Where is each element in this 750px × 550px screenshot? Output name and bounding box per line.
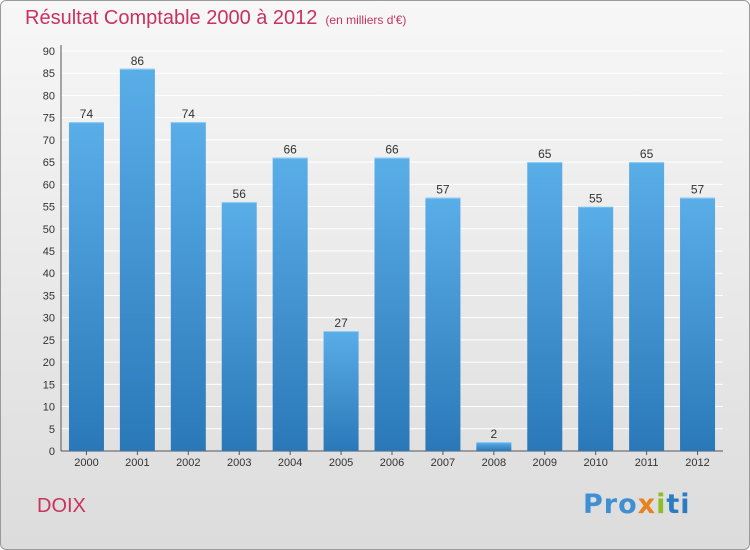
x-tick-label: 2006 [380,457,404,469]
y-tick-label: 35 [43,290,55,302]
bar-2012 [680,197,716,451]
x-tick-label: 2009 [533,457,557,469]
y-tick-label: 60 [43,179,55,191]
data-label: 74 [80,107,94,121]
x-tick-label: 2000 [74,457,98,469]
x-tick-label: 2005 [329,457,353,469]
chart-title-text: Résultat Comptable 2000 à 2012 [25,7,318,29]
y-tick-label: 70 [43,135,55,147]
data-label: 55 [589,192,603,206]
y-tick-label: 90 [43,46,55,58]
x-tick-label: 2012 [685,457,709,469]
proxiti-logo: Proxiti [583,489,691,520]
bar-2000 [68,122,104,451]
data-label: 66 [385,143,399,157]
y-tick-label: 45 [43,246,55,258]
y-tick-label: 80 [43,90,55,102]
data-label: 27 [334,316,348,330]
data-label: 74 [182,107,196,121]
y-tick-label: 40 [43,268,55,280]
data-label: 65 [538,147,552,161]
y-tick-label: 30 [43,313,55,325]
commune-name: DOIX [37,495,86,517]
data-label: 86 [131,54,145,68]
chart-title: Résultat Comptable 2000 à 2012 (en millie… [25,7,406,30]
y-tick-label: 15 [43,379,55,391]
y-tick-label: 5 [49,424,55,436]
x-tick-label: 2007 [431,457,455,469]
x-tick-label: 2011 [635,457,659,469]
chart-subtitle: (en milliers d'€) [325,13,407,27]
x-tick-label: 2003 [227,457,251,469]
y-tick-label: 85 [43,68,55,80]
x-tick-label: 2001 [125,457,149,469]
bar-2005 [323,331,359,451]
data-label: 66 [283,143,297,157]
y-tick-label: 65 [43,157,55,169]
bar-2007 [425,197,461,451]
bar-2004 [272,157,308,451]
data-label: 57 [691,183,705,197]
bar-2011 [629,162,665,451]
x-tick-label: 2010 [583,457,607,469]
x-tick-label: 2002 [176,457,200,469]
y-tick-label: 75 [43,113,55,125]
bar-2010 [578,206,614,451]
data-label: 57 [436,183,450,197]
bar-2003 [221,202,257,451]
y-tick-label: 55 [43,202,55,214]
y-tick-label: 25 [43,335,55,347]
x-tick-label: 2008 [482,457,506,469]
bar-2002 [170,122,206,451]
data-label: 2 [491,427,498,441]
y-tick-label: 20 [43,357,55,369]
bar-2009 [527,162,563,451]
data-label: 65 [640,147,654,161]
bar-2008 [476,442,512,451]
y-tick-label: 0 [49,446,55,458]
x-tick-label: 2004 [278,457,302,469]
y-tick-label: 50 [43,224,55,236]
data-label: 56 [233,187,247,201]
y-tick-label: 10 [43,402,55,414]
bar-2006 [374,157,410,451]
bar-2001 [119,68,155,452]
